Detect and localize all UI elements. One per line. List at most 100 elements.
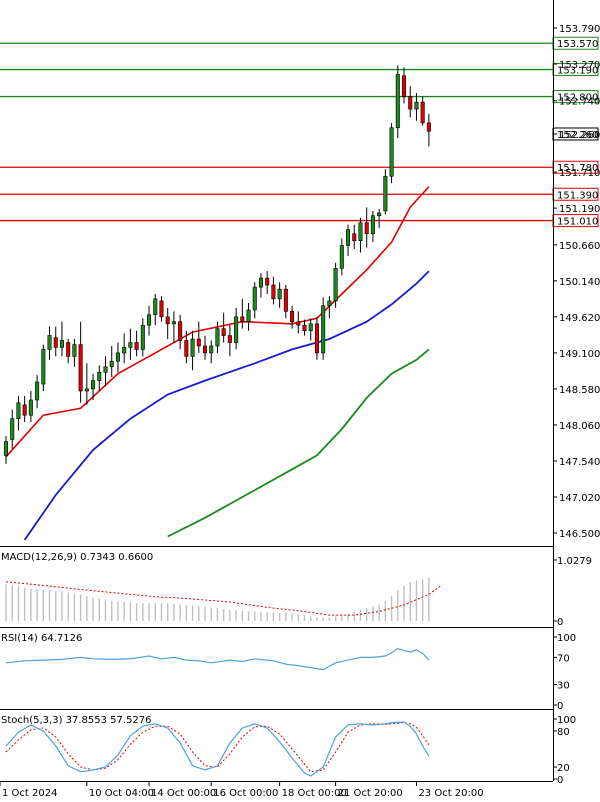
candle-body	[308, 323, 313, 332]
candle-body	[184, 340, 189, 357]
candle-body	[246, 309, 251, 323]
candle-body	[47, 335, 52, 350]
rsi-tick-label: 100	[557, 633, 576, 644]
x-tick-label: 23 Oct 20:00	[418, 788, 483, 798]
price-tick-label: 147.020	[559, 493, 600, 504]
candle	[115, 342, 120, 373]
candle	[215, 321, 220, 353]
candle	[28, 390, 33, 423]
support-level-label: 151.390	[557, 190, 598, 201]
candle	[3, 436, 9, 464]
candle	[22, 395, 27, 423]
resistance-level-label: 153.190	[557, 66, 598, 77]
candle-body	[128, 342, 133, 348]
stoch-tick-label: 100	[557, 715, 576, 726]
candle	[364, 207, 369, 248]
candle-body	[265, 277, 270, 286]
x-tick-label: 16 Oct 00:00	[213, 788, 278, 798]
candle	[290, 305, 295, 329]
candle-body	[134, 342, 139, 350]
candle	[420, 96, 425, 126]
candle-body	[290, 311, 295, 323]
price-tick-label: 150.660	[559, 241, 600, 252]
ma-mid-line	[23, 270, 430, 541]
candle	[97, 365, 102, 391]
price-tick-label: 148.060	[559, 421, 600, 432]
candle	[209, 340, 214, 364]
candle-body	[358, 222, 363, 241]
candle-body	[202, 345, 208, 354]
candle-body	[277, 288, 282, 300]
candle	[84, 363, 89, 405]
candle-body	[426, 122, 431, 132]
x-tick-label: 10 Oct 04:00	[89, 788, 154, 798]
candle	[296, 311, 301, 334]
price-tick-label: 147.540	[559, 457, 600, 468]
x-tick-label: 21 Oct 20:00	[338, 788, 403, 798]
candle	[395, 65, 400, 139]
candle-body	[408, 96, 413, 110]
price-tick-label: 149.100	[559, 349, 600, 360]
candle-body	[171, 321, 176, 325]
price-tick-label: 150.140	[559, 277, 600, 288]
candle-body	[115, 352, 120, 362]
candle-body	[215, 328, 220, 347]
candle-body	[140, 324, 145, 350]
candle	[128, 328, 133, 360]
ma-slow-line	[167, 348, 430, 538]
resistance-level-label: 153.570	[557, 39, 598, 50]
candle	[91, 373, 96, 400]
x-tick-label: 1 Oct 2024	[2, 788, 57, 798]
candle-body	[190, 338, 195, 357]
candle	[265, 271, 270, 295]
candle	[240, 298, 245, 329]
candle-body	[78, 344, 83, 392]
price-tick-label: 153.270	[559, 60, 600, 71]
candle-body	[314, 323, 319, 354]
candle	[221, 312, 226, 343]
candle-body	[165, 316, 170, 325]
candle	[66, 339, 71, 364]
stoch-d-line	[5, 722, 430, 773]
candle	[41, 344, 46, 391]
candle-body	[402, 75, 407, 97]
resistance-level-label: 152.800	[557, 93, 598, 104]
candle	[377, 208, 382, 229]
candle-body	[3, 441, 9, 456]
candle-body	[302, 324, 307, 332]
candle-body	[377, 212, 382, 217]
candle-body	[283, 288, 288, 312]
macd-tick-label: 1.0279	[557, 556, 592, 567]
rsi-tick-label: 0	[557, 701, 563, 712]
candle	[103, 356, 108, 387]
candle	[402, 67, 407, 104]
candle	[122, 333, 127, 364]
candle	[321, 297, 326, 360]
rsi-tick-label: 70	[557, 653, 570, 664]
stoch-tick-label: 0	[557, 775, 563, 786]
candle	[352, 224, 357, 249]
candle-body	[103, 366, 108, 373]
candle-body	[339, 245, 344, 269]
candle-body	[209, 345, 214, 354]
candle-body	[321, 305, 326, 354]
candle	[16, 395, 21, 431]
candle	[414, 93, 419, 121]
x-tick-label: 18 Oct 00:00	[282, 788, 347, 798]
candle-body	[333, 268, 338, 302]
candle-body	[147, 314, 152, 326]
rsi-line	[5, 647, 430, 671]
candle	[308, 318, 313, 341]
support-level-label: 151.010	[557, 217, 598, 228]
candle-body	[352, 233, 357, 241]
candle	[333, 262, 338, 308]
candle	[109, 345, 114, 378]
candle	[246, 303, 251, 331]
candle-body	[271, 284, 276, 300]
stoch-tick-label: 20	[557, 763, 570, 774]
candle	[171, 311, 176, 343]
macd-tick-label: 0	[557, 617, 563, 628]
candle	[47, 326, 52, 360]
candle	[78, 321, 83, 403]
